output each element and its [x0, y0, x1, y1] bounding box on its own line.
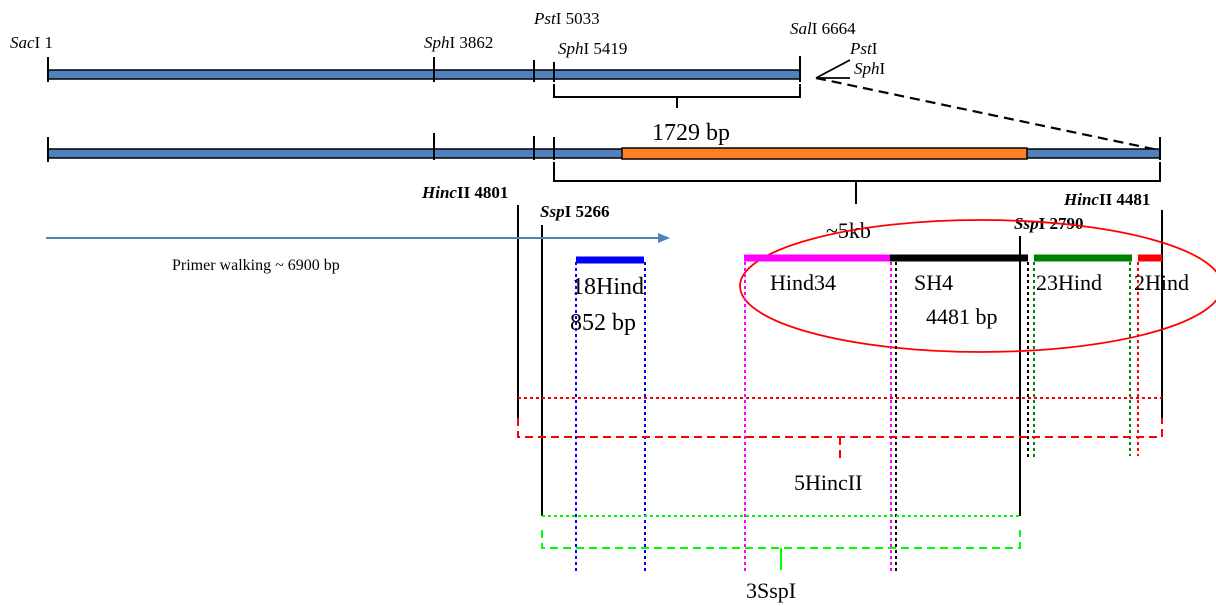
label-sphi-end: SphI	[854, 59, 886, 78]
expansion-dashed-line	[815, 76, 1159, 152]
label-18hind: 18Hind	[572, 274, 644, 300]
label-hincii-4481: HincII 4481	[1063, 190, 1150, 209]
label-sali: SalI 6664	[790, 19, 856, 38]
label-primer-walking: Primer walking ~ 6900 bp	[172, 257, 340, 274]
label-psti-5033: PstI 5033	[533, 9, 600, 28]
label-hind34: Hind34	[770, 270, 836, 295]
label-sphi-3862: SphI 3862	[424, 33, 493, 52]
pointer-psti-line	[815, 59, 851, 79]
insert-region	[621, 147, 1028, 160]
bracket-1729	[553, 84, 801, 108]
label-5hincii: 5HincII	[794, 470, 862, 495]
bracket-5kb	[553, 162, 1161, 204]
label-psti-end: PstI	[849, 39, 878, 58]
label-saci: SacI 1	[10, 33, 53, 52]
label-sh4: SH4	[914, 270, 953, 295]
label-1729-bp: 1729 bp	[652, 120, 730, 146]
plasmid-bar-top	[47, 69, 801, 80]
label-2hind: 2Hind	[1134, 270, 1189, 295]
label-23hind: 23Hind	[1036, 270, 1102, 295]
label-sspi-2790: SspI 2790	[1014, 214, 1083, 233]
label-sphi-5419: SphI 5419	[558, 39, 627, 58]
label-852-bp: 852 bp	[570, 310, 636, 336]
sspi-dashed-bracket	[541, 530, 1021, 549]
label-4481-bp: 4481 bp	[926, 304, 998, 329]
hincii-dashed-bracket	[517, 418, 1163, 438]
label-sspi-5266: SspI 5266	[540, 202, 609, 221]
highlight-ellipse	[739, 219, 1216, 353]
label-hincii-4801: HincII 4801	[421, 183, 508, 202]
label-3sspi: 3SspI	[746, 578, 796, 603]
